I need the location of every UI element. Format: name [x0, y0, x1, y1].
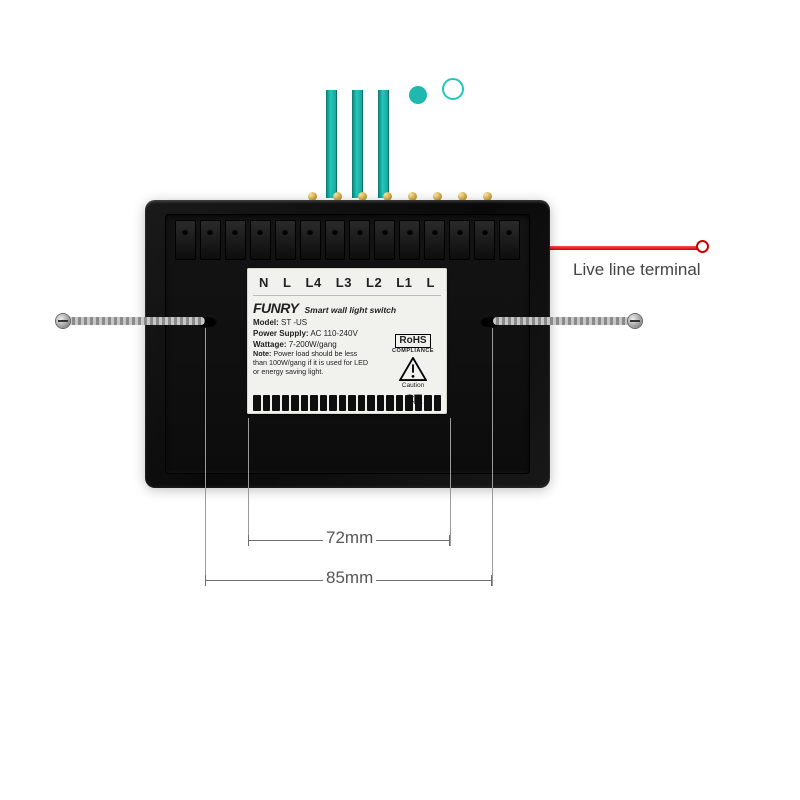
model-label: Model:	[253, 318, 279, 327]
terminal-l4: L4	[306, 275, 322, 290]
ext-line-3	[205, 328, 206, 586]
caution-icon	[399, 357, 427, 381]
terminal-n: N	[259, 275, 269, 290]
ext-line-4	[492, 328, 493, 586]
ext-line-1	[248, 418, 249, 546]
product-name: Smart wall light switch	[304, 305, 396, 315]
terminal-l: L	[283, 275, 291, 290]
dim-label-72: 72mm	[323, 528, 376, 548]
wire-teal-2	[352, 90, 363, 198]
wire-teal-1	[326, 90, 337, 198]
rohs-sub: COMPLIANCE	[385, 348, 441, 354]
note-label: Note:	[253, 349, 271, 358]
wattage-label: Wattage:	[253, 340, 286, 349]
power-label: Power Supply:	[253, 329, 309, 338]
model-value: ST -US	[281, 318, 307, 327]
power-value: AC 110-240V	[310, 329, 357, 338]
terminal-labels: N L L4 L3 L2 L1 L	[253, 272, 441, 296]
teal-dot-filled	[409, 86, 427, 104]
vent-slots	[253, 395, 441, 411]
rohs-badge: RoHS	[395, 334, 430, 348]
ext-line-2	[450, 418, 451, 546]
spec-label: N L L4 L3 L2 L1 L FUNRY Smart wall light…	[247, 268, 447, 414]
brand-name: FUNRY	[253, 300, 298, 316]
diagram-canvas: N L L4 L3 L2 L1 L FUNRY Smart wall light…	[0, 0, 800, 800]
terminal-l-right: L	[427, 275, 435, 290]
terminal-l3: L3	[336, 275, 352, 290]
live-line-annotation: Live line terminal	[573, 260, 701, 280]
wire-red-tip	[696, 240, 709, 253]
screw-left	[63, 315, 205, 327]
screw-right	[493, 315, 635, 327]
note-value: Power load should be less than 100W/gang…	[253, 349, 368, 375]
teal-dot-outline	[442, 78, 464, 100]
wattage-value: 7-200W/gang	[289, 340, 337, 349]
terminal-l1: L1	[396, 275, 412, 290]
dim-label-85: 85mm	[323, 568, 376, 588]
terminal-blocks	[175, 220, 520, 260]
wire-teal-3	[378, 90, 389, 198]
terminal-l2: L2	[366, 275, 382, 290]
caution-label: Caution	[385, 382, 441, 389]
